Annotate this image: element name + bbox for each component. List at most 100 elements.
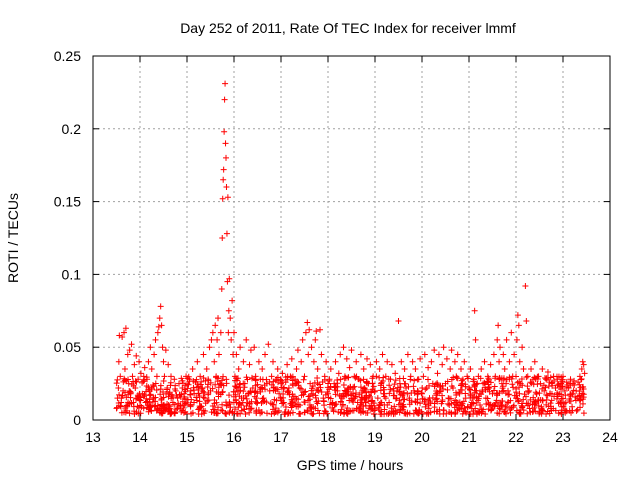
data-point bbox=[522, 393, 529, 400]
data-point bbox=[295, 379, 302, 386]
data-point bbox=[434, 370, 441, 377]
data-point bbox=[468, 399, 475, 406]
data-point bbox=[144, 376, 151, 383]
data-point bbox=[415, 376, 422, 383]
data-point bbox=[232, 396, 239, 403]
data-point bbox=[226, 400, 233, 407]
data-point bbox=[132, 384, 139, 391]
data-point bbox=[471, 307, 478, 314]
data-point bbox=[402, 410, 409, 417]
x-tick-label: 15 bbox=[179, 429, 195, 445]
data-point bbox=[364, 380, 371, 387]
data-point bbox=[217, 381, 224, 388]
data-point bbox=[460, 398, 467, 405]
data-point bbox=[421, 396, 428, 403]
data-point bbox=[341, 373, 348, 380]
data-point bbox=[301, 399, 308, 406]
data-point bbox=[543, 376, 550, 383]
data-point bbox=[325, 380, 332, 387]
x-tick-label: 14 bbox=[132, 429, 148, 445]
data-point bbox=[306, 393, 313, 400]
data-point bbox=[203, 366, 210, 373]
data-point bbox=[270, 387, 277, 394]
data-point bbox=[275, 407, 282, 414]
data-point bbox=[271, 396, 278, 403]
data-point bbox=[399, 406, 406, 413]
data-point bbox=[531, 358, 538, 365]
data-point bbox=[558, 407, 565, 414]
data-point bbox=[476, 390, 483, 397]
data-point bbox=[485, 381, 492, 388]
data-point bbox=[178, 375, 185, 382]
data-point bbox=[534, 381, 541, 388]
data-point bbox=[307, 380, 314, 387]
data-point bbox=[453, 373, 460, 380]
data-point bbox=[148, 408, 155, 415]
data-point bbox=[231, 329, 237, 336]
data-point bbox=[474, 380, 481, 387]
data-point bbox=[482, 395, 489, 402]
data-point bbox=[301, 373, 308, 380]
data-point bbox=[524, 410, 531, 417]
data-point bbox=[515, 398, 522, 405]
data-point bbox=[214, 336, 221, 343]
data-point bbox=[332, 391, 339, 398]
data-point bbox=[471, 383, 478, 390]
data-point bbox=[198, 378, 205, 385]
data-point bbox=[137, 410, 144, 417]
data-point bbox=[334, 387, 341, 394]
data-point bbox=[536, 408, 543, 415]
data-point bbox=[295, 396, 302, 403]
data-point bbox=[434, 381, 441, 388]
data-point bbox=[413, 409, 420, 416]
data-point bbox=[119, 392, 126, 399]
data-point bbox=[127, 390, 134, 397]
data-point bbox=[436, 388, 443, 395]
data-point bbox=[141, 364, 148, 371]
data-point bbox=[305, 397, 312, 404]
data-point bbox=[118, 409, 125, 416]
data-point bbox=[462, 395, 469, 402]
data-point bbox=[302, 388, 309, 395]
data-point bbox=[459, 376, 466, 383]
data-point bbox=[498, 380, 505, 387]
data-point bbox=[516, 384, 523, 391]
data-point bbox=[260, 395, 267, 402]
data-point bbox=[461, 358, 468, 365]
data-point bbox=[450, 384, 457, 391]
data-point bbox=[391, 403, 398, 410]
data-point bbox=[523, 374, 530, 381]
data-point bbox=[219, 389, 226, 396]
data-point bbox=[457, 401, 464, 408]
data-point bbox=[121, 366, 128, 373]
y-tick-label: 0.25 bbox=[54, 48, 81, 64]
data-point bbox=[113, 405, 120, 412]
data-point bbox=[137, 370, 144, 377]
data-point bbox=[458, 366, 465, 373]
data-point bbox=[270, 358, 277, 365]
data-point bbox=[255, 358, 262, 365]
data-point bbox=[224, 194, 231, 201]
data-point bbox=[251, 393, 258, 400]
data-point bbox=[239, 399, 246, 406]
data-point bbox=[117, 373, 124, 380]
data-point bbox=[159, 344, 166, 351]
data-point bbox=[559, 395, 566, 402]
data-point bbox=[499, 398, 506, 405]
data-point bbox=[517, 380, 524, 387]
data-point bbox=[268, 410, 275, 417]
x-tick-label: 18 bbox=[320, 429, 336, 445]
data-point bbox=[221, 128, 228, 135]
data-point bbox=[487, 361, 494, 368]
data-point bbox=[392, 407, 399, 414]
data-point bbox=[439, 398, 446, 405]
data-point bbox=[576, 373, 583, 380]
data-point bbox=[222, 140, 229, 147]
data-point bbox=[223, 402, 230, 409]
data-point bbox=[504, 400, 511, 407]
data-point bbox=[302, 329, 309, 336]
data-point bbox=[488, 405, 495, 412]
data-point bbox=[475, 373, 482, 380]
data-point bbox=[496, 410, 503, 417]
data-point bbox=[360, 408, 367, 415]
